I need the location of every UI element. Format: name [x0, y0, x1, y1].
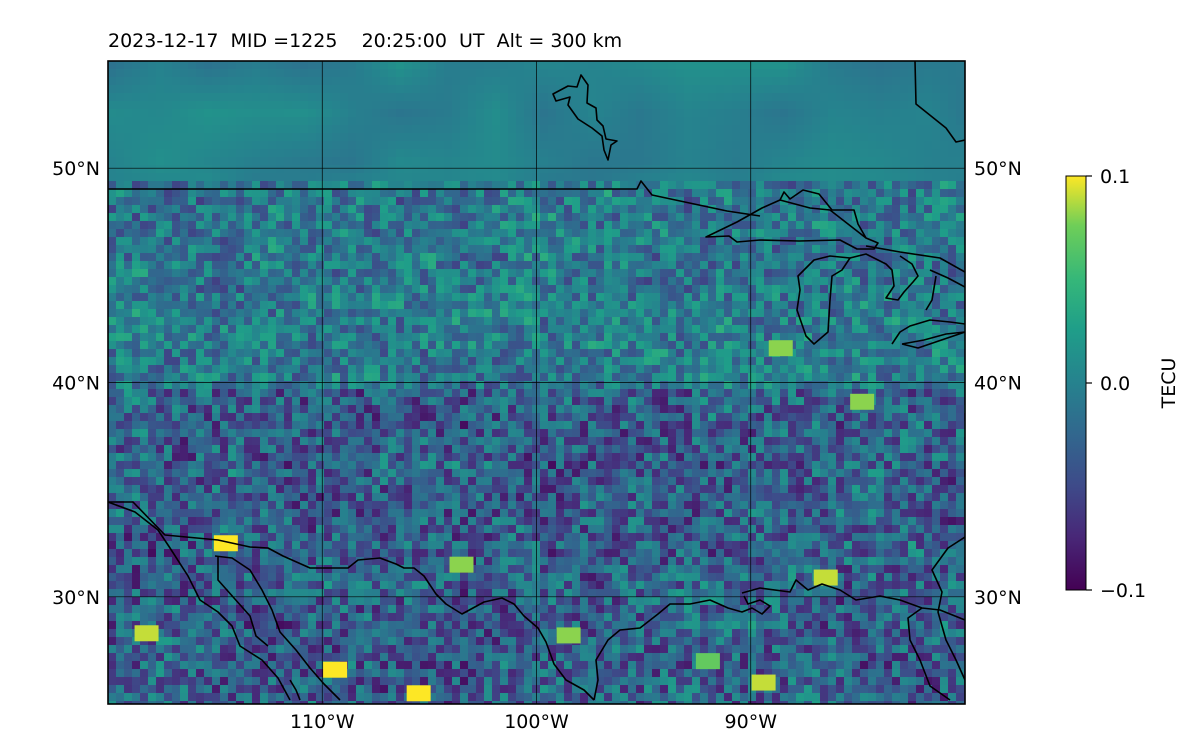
highlight-cell [814, 570, 838, 586]
bottom-axis: 110°W 100°W 90°W [290, 711, 777, 733]
left-axis: 30°N 40°N 50°N [52, 158, 100, 609]
map-area [108, 61, 973, 710]
highlight-cell [557, 627, 581, 643]
colorbar-tick-label: 0.1 [1100, 166, 1130, 188]
highlight-cell [407, 685, 431, 701]
colorbar-tick-label: −0.1 [1100, 580, 1146, 602]
highlight-cell [323, 662, 347, 678]
colorbar-tick-label: 0.0 [1100, 373, 1130, 395]
x-tick-label: 90°W [725, 711, 778, 733]
highlight-cell [850, 394, 874, 410]
x-tick-label: 100°W [504, 711, 569, 733]
y-tick-label-left: 50°N [52, 158, 100, 180]
y-tick-label-left: 30°N [52, 587, 100, 609]
colorbar-label: TECU [1158, 358, 1180, 410]
y-tick-label-right: 40°N [974, 373, 1022, 395]
highlight-cell [769, 340, 793, 356]
y-tick-label-left: 40°N [52, 373, 100, 395]
highlight-cell [450, 557, 474, 573]
colorbar-ticks: 0.1 0.0 −0.1 [1086, 166, 1146, 602]
highlight-cell [135, 625, 159, 641]
y-tick-label-right: 50°N [974, 158, 1022, 180]
highlight-cell [696, 653, 720, 669]
x-tick-label: 110°W [290, 711, 355, 733]
heatmap-cells [108, 61, 973, 710]
y-tick-label-right: 30°N [974, 587, 1022, 609]
colorbar: 0.1 0.0 −0.1 TECU [1066, 166, 1180, 602]
right-axis: 30°N 40°N 50°N [974, 158, 1022, 609]
highlight-cell [752, 675, 776, 691]
chart-title: 2023-12-17 MID =1225 20:25:00 UT Alt = 3… [108, 30, 622, 52]
colorbar-gradient [1066, 176, 1086, 590]
